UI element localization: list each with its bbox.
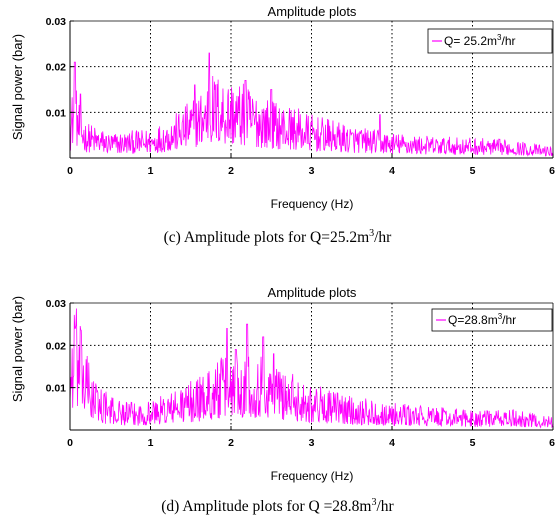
x-tick-label: 4 — [389, 437, 395, 449]
x-tick-label: 2 — [228, 437, 234, 449]
caption-superscript: 3 — [369, 228, 375, 239]
y-tick-label: 0.01 — [46, 383, 67, 395]
legend-entry-text: Q=28.8m — [448, 313, 498, 327]
caption-text: (c) Amplitude plots for Q=25.2m — [163, 229, 370, 247]
x-tick-label: 5 — [470, 437, 476, 449]
x-tick-label: 6 — [549, 437, 555, 449]
plot-area: Q= 25.2m3/hr0 1 2 3 4 5 60.010.020.03 — [46, 16, 555, 177]
x-tick-label: 3 — [309, 165, 315, 177]
x-tick-label: 6 — [549, 165, 555, 177]
x-tick-label: 0 — [67, 165, 73, 177]
legend-entry-unit: /hr — [501, 34, 515, 48]
legend-entry-text: Q= 25.2m — [444, 34, 497, 48]
y-tick-label: 0.01 — [46, 107, 67, 119]
caption-text: (d) Amplitude plots for Q =28.8m — [161, 498, 372, 516]
amplitude-chart-d: Amplitude plots Signal power (bar) Frequ… — [10, 285, 555, 483]
chart-panel-c: Amplitude plots Signal power (bar) Frequ… — [0, 4, 555, 247]
x-tick-label: 1 — [148, 165, 154, 177]
x-tick-label: 2 — [228, 165, 234, 177]
x-axis-label: Frequency (Hz) — [271, 197, 354, 211]
legend-entry-superscript: 3 — [497, 33, 502, 42]
signal-series-line — [69, 52, 554, 157]
legend-entry-superscript: 3 — [498, 312, 503, 321]
signal-series-line — [69, 308, 554, 429]
caption-unit: /hr — [376, 498, 394, 516]
y-tick-label: 0.02 — [46, 340, 67, 352]
x-tick-label: 1 — [148, 437, 154, 449]
legend-entry: Q=28.8m3/hr — [448, 312, 516, 327]
y-axis-label: Signal power (bar) — [10, 296, 25, 402]
figure-caption: (c) Amplitude plots for Q=25.2m3/hr — [0, 228, 555, 247]
x-tick-label: 3 — [309, 437, 315, 449]
y-tick-label: 0.02 — [46, 62, 67, 74]
y-tick-label: 0.03 — [46, 298, 67, 310]
chart-title: Amplitude plots — [268, 4, 357, 19]
x-tick-label: 5 — [470, 165, 476, 177]
legend-entry-unit: /hr — [502, 313, 516, 327]
x-tick-label: 0 — [67, 437, 73, 449]
plot-area: Q=28.8m3/hr0 1 2 3 4 5 60.010.020.03 — [46, 298, 555, 449]
caption-superscript: 3 — [371, 497, 377, 508]
legend-box — [427, 28, 553, 54]
legend-entry: Q= 25.2m3/hr — [444, 33, 516, 48]
figure-caption: (d) Amplitude plots for Q =28.8m3/hr — [0, 497, 555, 516]
y-axis-label: Signal power (bar) — [10, 34, 25, 140]
amplitude-chart-c: Amplitude plots Signal power (bar) Frequ… — [10, 4, 555, 211]
chart-title: Amplitude plots — [268, 285, 357, 300]
y-tick-label: 0.03 — [46, 16, 67, 28]
caption-unit: /hr — [374, 229, 392, 247]
chart-panel-d: Amplitude plots Signal power (bar) Frequ… — [0, 265, 555, 529]
legend-box — [431, 308, 553, 332]
x-axis-label: Frequency (Hz) — [271, 469, 354, 483]
x-tick-label: 4 — [389, 165, 395, 177]
